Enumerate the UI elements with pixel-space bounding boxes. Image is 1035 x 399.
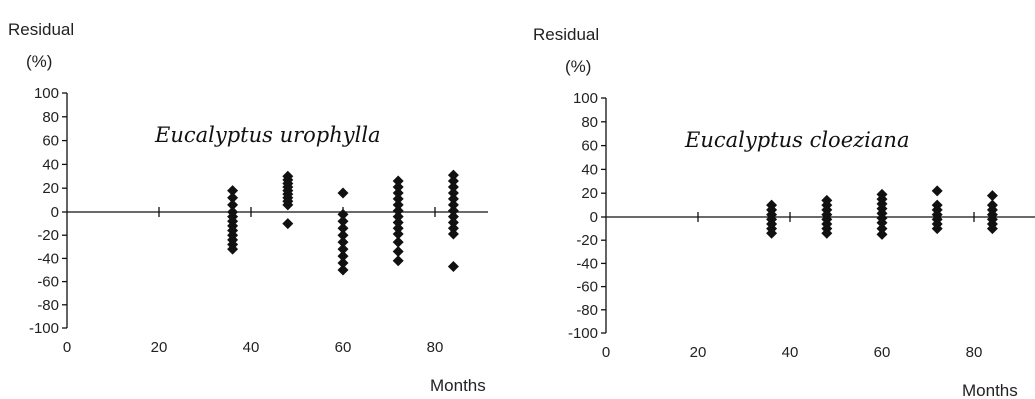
data-point bbox=[337, 243, 349, 255]
y-tick-label: 40 bbox=[581, 161, 598, 178]
x-tick-label: 80 bbox=[966, 344, 983, 361]
data-point bbox=[392, 211, 404, 223]
data-point bbox=[821, 227, 833, 239]
data-point bbox=[392, 255, 404, 267]
data-point bbox=[447, 205, 459, 217]
data-point bbox=[392, 216, 404, 228]
y-tick-label: 20 bbox=[42, 180, 59, 197]
y-axis-label: Residual bbox=[8, 20, 74, 39]
data-point bbox=[392, 175, 404, 187]
data-point bbox=[447, 228, 459, 240]
x-tick-label: 20 bbox=[151, 339, 168, 356]
data-point bbox=[337, 222, 349, 234]
data-point bbox=[392, 236, 404, 248]
data-point bbox=[227, 199, 239, 211]
data-point bbox=[876, 228, 888, 240]
data-point bbox=[447, 181, 459, 193]
data-point bbox=[986, 223, 998, 235]
x-tick-label: 0 bbox=[63, 339, 71, 356]
y-tick-label: -40 bbox=[37, 250, 59, 267]
x-axis-label: Months bbox=[962, 381, 1018, 399]
chart-title: Eucalyptus urophylla bbox=[154, 123, 381, 147]
data-point bbox=[282, 218, 294, 230]
data-point bbox=[337, 215, 349, 227]
y-tick-label: -80 bbox=[576, 302, 598, 319]
y-axis-unit: (%) bbox=[26, 52, 52, 71]
data-point bbox=[447, 199, 459, 211]
data-point bbox=[337, 250, 349, 262]
x-tick-label: 60 bbox=[874, 344, 891, 361]
y-tick-label: -80 bbox=[37, 297, 59, 314]
data-point bbox=[227, 185, 239, 197]
y-tick-label: 80 bbox=[581, 114, 598, 131]
x-tick-label: 80 bbox=[427, 339, 444, 356]
y-tick-label: -60 bbox=[576, 279, 598, 296]
data-point bbox=[876, 223, 888, 235]
data-point bbox=[876, 217, 888, 229]
panel-cloeziana: Residual (%) Eucalyptus cloeziana Months… bbox=[533, 25, 1035, 399]
data-point bbox=[227, 243, 239, 255]
data-point bbox=[447, 175, 459, 187]
data-point bbox=[337, 208, 349, 220]
data-point bbox=[392, 199, 404, 211]
y-tick-label: 40 bbox=[42, 156, 59, 173]
x-tick-label: 40 bbox=[782, 344, 799, 361]
y-tick-label: 100 bbox=[34, 85, 59, 102]
data-point bbox=[447, 193, 459, 205]
x-tick-label: 60 bbox=[335, 339, 352, 356]
y-tick-label: 60 bbox=[581, 138, 598, 155]
panel-urophylla: Residual (%) Eucalyptus urophylla Months… bbox=[8, 20, 488, 395]
y-tick-label: -20 bbox=[37, 227, 59, 244]
y-tick-label: 60 bbox=[42, 133, 59, 150]
data-point bbox=[337, 257, 349, 269]
data-point bbox=[282, 199, 294, 211]
y-tick-label: 0 bbox=[51, 204, 59, 221]
data-point bbox=[392, 228, 404, 240]
data-point bbox=[447, 211, 459, 223]
y-tick-label: 100 bbox=[573, 90, 598, 107]
x-axis-label: Months bbox=[430, 376, 486, 395]
y-tick-label: -60 bbox=[37, 274, 59, 291]
data-point bbox=[986, 190, 998, 202]
y-tick-label: 80 bbox=[42, 109, 59, 126]
data-point bbox=[337, 229, 349, 241]
data-point bbox=[337, 236, 349, 248]
y-tick-label: 20 bbox=[581, 185, 598, 202]
y-tick-label: -20 bbox=[576, 232, 598, 249]
data-point bbox=[931, 185, 943, 197]
data-point bbox=[766, 227, 778, 239]
data-point bbox=[447, 169, 459, 181]
data-point bbox=[392, 187, 404, 199]
data-point bbox=[447, 261, 459, 273]
data-point bbox=[447, 216, 459, 228]
x-tick-label: 40 bbox=[243, 339, 260, 356]
y-axis-label: Residual bbox=[533, 25, 599, 44]
x-tick-label: 20 bbox=[690, 344, 707, 361]
y-tick-label: 0 bbox=[590, 209, 598, 226]
data-point bbox=[447, 187, 459, 199]
data-point bbox=[227, 192, 239, 204]
data-point bbox=[447, 222, 459, 234]
data-point bbox=[931, 223, 943, 235]
data-point bbox=[392, 245, 404, 257]
x-tick-label: 0 bbox=[602, 344, 610, 361]
data-point bbox=[392, 181, 404, 193]
y-tick-label: -100 bbox=[29, 320, 59, 337]
y-tick-label: -100 bbox=[568, 325, 598, 342]
y-axis-unit: (%) bbox=[565, 57, 591, 76]
data-point bbox=[392, 193, 404, 205]
data-point bbox=[337, 264, 349, 276]
data-point bbox=[337, 187, 349, 199]
y-tick-label: -40 bbox=[576, 255, 598, 272]
data-point bbox=[392, 205, 404, 217]
chart-title: Eucalyptus cloeziana bbox=[684, 128, 909, 152]
data-point bbox=[392, 222, 404, 234]
